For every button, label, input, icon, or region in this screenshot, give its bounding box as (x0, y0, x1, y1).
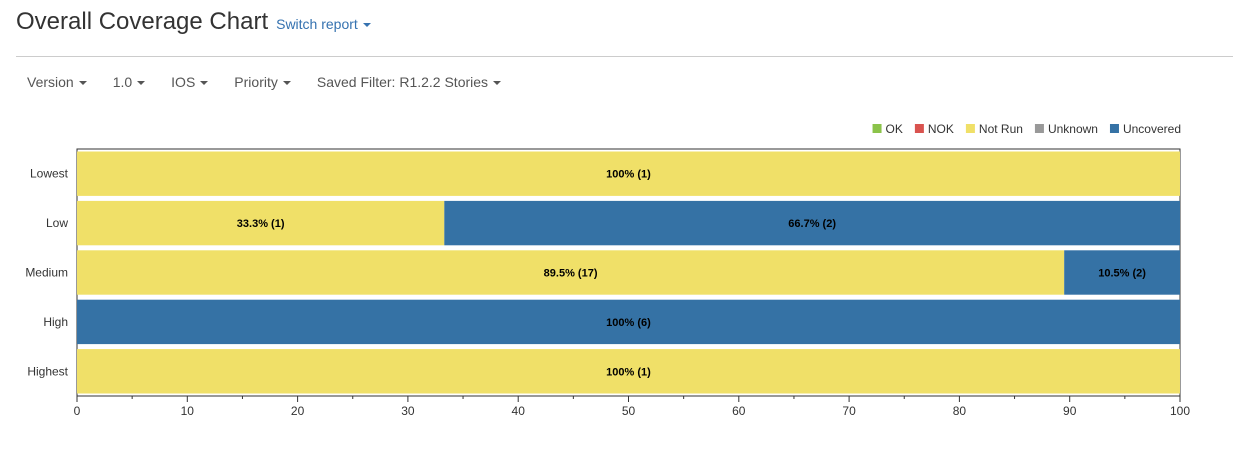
chevron-down-icon (200, 81, 209, 85)
data-label-highest-not-run: 100% (1) (606, 366, 651, 378)
legend-label-unknown: Unknown (1048, 122, 1098, 136)
x-tick-label-20: 20 (291, 404, 305, 418)
filter-platform-label: IOS (171, 74, 196, 90)
filter-version-value-dropdown[interactable]: 1.0 (112, 74, 146, 90)
x-tick-label-0: 0 (74, 404, 81, 418)
chevron-down-icon (282, 81, 291, 85)
legend-item-uncovered[interactable]: Uncovered (1109, 122, 1181, 136)
legend-swatch-not-run (965, 124, 975, 133)
bar-high-uncovered[interactable] (77, 299, 1180, 345)
x-tick-label-50: 50 (622, 404, 636, 418)
chart-legend: Uncovered Unknown Not Run NOK OK (872, 122, 1181, 136)
filter-version-label: Version (27, 74, 74, 90)
legend-item-unknown[interactable]: Unknown (1034, 122, 1098, 136)
filter-priority-label: Priority (234, 74, 278, 90)
coverage-chart-svg: Uncovered Unknown Not Run NOK OK 100% (1) 33.… (25, 122, 1190, 418)
chevron-down-icon (362, 23, 371, 27)
x-tick-label-70: 70 (842, 404, 856, 418)
legend-label-nok: NOK (928, 122, 954, 136)
x-axis: 0 10 20 30 40 50 60 70 80 90 100 (74, 396, 1190, 418)
header: Overall Coverage Chart Switch report (16, 8, 371, 42)
switch-report-label: Switch report (276, 16, 358, 32)
x-tick-label-60: 60 (732, 404, 746, 418)
y-tick-label-high: High (43, 315, 68, 329)
y-tick-label-low: Low (46, 216, 68, 230)
data-label-medium-uncovered: 10.5% (2) (1098, 268, 1146, 280)
bar-highest-not-run[interactable] (77, 349, 1180, 394)
x-tick-label-80: 80 (953, 404, 967, 418)
chevron-down-icon (78, 81, 87, 85)
data-label-medium-not-run: 89.5% (17) (544, 268, 598, 280)
filter-version-dropdown[interactable]: Version (27, 74, 87, 90)
legend-swatch-unknown (1034, 124, 1044, 133)
filter-bar: Version 1.0 IOS Priority Saved Filter: R… (27, 74, 502, 90)
legend-label-ok: OK (886, 122, 903, 136)
legend-label-not-run: Not Run (979, 122, 1023, 136)
legend-item-nok[interactable]: NOK (914, 122, 954, 136)
data-label-low-not-run: 33.3% (1) (237, 218, 285, 230)
x-tick-label-100: 100 (1170, 404, 1190, 418)
x-tick-label-30: 30 (401, 404, 415, 418)
x-tick-label-90: 90 (1063, 404, 1077, 418)
data-label-low-uncovered: 66.7% (2) (788, 218, 836, 230)
chevron-down-icon (493, 81, 502, 85)
filter-priority-dropdown[interactable]: Priority (234, 74, 291, 90)
chart-plot-area: 100% (1) 33.3% (1) 66.7% (2) 89.5% (17) 10.5… (76, 148, 1181, 397)
header-divider (16, 56, 1233, 57)
x-tick-label-40: 40 (512, 404, 526, 418)
chevron-down-icon (137, 81, 146, 85)
page-title: Overall Coverage Chart (16, 8, 269, 35)
switch-report-button[interactable]: Switch report (276, 16, 371, 32)
legend-item-ok[interactable]: OK (872, 122, 903, 136)
coverage-chart: Uncovered Unknown Not Run NOK OK 100% (1) 33.… (0, 110, 1233, 430)
legend-swatch-nok (914, 124, 924, 133)
bar-medium-not-run[interactable] (77, 250, 1065, 295)
filter-platform-dropdown[interactable]: IOS (171, 74, 209, 90)
bar-medium-uncovered[interactable] (1064, 250, 1180, 295)
data-label-high-uncovered: 100% (6) (606, 317, 651, 329)
x-tick-label-10: 10 (181, 404, 195, 418)
filter-saved-filter-label: Saved Filter: R1.2.2 Stories (316, 74, 489, 90)
y-tick-label-highest: Highest (27, 364, 68, 378)
filter-saved-filter-dropdown[interactable]: Saved Filter: R1.2.2 Stories (316, 74, 502, 90)
y-tick-label-medium: Medium (25, 266, 68, 280)
legend-swatch-uncovered (1109, 124, 1119, 133)
bar-lowest-not-run[interactable] (77, 151, 1180, 196)
legend-item-not-run[interactable]: Not Run (965, 122, 1023, 136)
y-axis: Lowest Low Medium High Highest (25, 167, 68, 379)
data-label-lowest-not-run: 100% (1) (606, 169, 651, 181)
bar-low-uncovered[interactable] (444, 200, 1180, 246)
filter-version-value-label: 1.0 (112, 74, 133, 90)
legend-swatch-ok (872, 124, 882, 133)
legend-label-uncovered: Uncovered (1123, 122, 1181, 136)
y-tick-label-lowest: Lowest (30, 167, 69, 181)
bar-low-not-run[interactable] (77, 200, 445, 246)
